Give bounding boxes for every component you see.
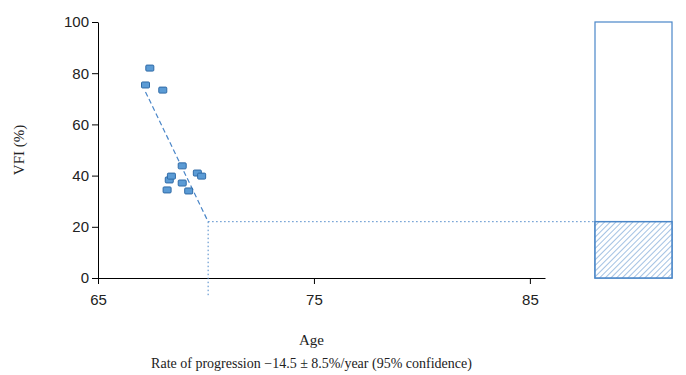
- plot-area: [142, 65, 209, 222]
- y-axis-line: [98, 23, 99, 279]
- y-tick-mark: [92, 278, 98, 279]
- y-tick-label: 100: [64, 13, 89, 30]
- y-axis: 0 20 40 60 80 100: [64, 13, 99, 286]
- y-tick-label: 60: [72, 116, 89, 133]
- x-axis: 65 75 85: [90, 278, 545, 308]
- y-tick: 20: [72, 218, 98, 235]
- y-tick: 0: [81, 269, 98, 286]
- x-tick: 65: [90, 278, 107, 308]
- x-tick-label: 75: [306, 291, 323, 308]
- x-tick-mark: [98, 278, 99, 284]
- y-tick-mark: [92, 124, 98, 125]
- y-tick-label: 20: [72, 218, 89, 235]
- point: [146, 65, 154, 71]
- x-tick: 85: [522, 278, 539, 308]
- x-axis-line: [99, 278, 546, 279]
- y-tick-mark: [92, 22, 98, 23]
- point: [142, 82, 150, 88]
- y-tick: 80: [72, 65, 98, 82]
- chart: 0 20 40 60 80 100 65 75 85 VFI (%) Age Rate of prog…: [0, 0, 686, 375]
- point: [178, 163, 186, 169]
- caption: Rate of progression −14.5 ± 8.5%/year (9…: [151, 356, 472, 372]
- y-tick-mark: [92, 73, 98, 74]
- point: [167, 173, 175, 179]
- y-axis-title: VFI (%): [11, 125, 28, 175]
- y-tick-mark: [92, 176, 98, 177]
- gauge-frame: [595, 22, 672, 278]
- y-tick-label: 80: [72, 65, 89, 82]
- x-tick-label: 85: [522, 291, 539, 308]
- trend-line: [146, 92, 209, 222]
- x-tick-label: 65: [90, 291, 107, 308]
- x-tick-mark: [530, 278, 531, 284]
- y-tick-label: 40: [72, 167, 89, 184]
- y-tick: 100: [64, 13, 98, 30]
- point: [178, 180, 186, 186]
- y-tick: 40: [72, 167, 98, 184]
- x-axis-title: Age: [299, 332, 324, 348]
- gauge-fill: [595, 222, 672, 278]
- point: [159, 87, 167, 93]
- y-tick-mark: [92, 227, 98, 228]
- x-tick: 75: [306, 278, 323, 308]
- point: [163, 187, 171, 193]
- x-tick-mark: [314, 278, 315, 284]
- y-tick: 60: [72, 116, 98, 133]
- point: [198, 173, 206, 179]
- projection-guide: [208, 221, 595, 222]
- projection-guide: [208, 222, 209, 296]
- point: [185, 188, 193, 194]
- y-tick-label: 0: [81, 269, 89, 286]
